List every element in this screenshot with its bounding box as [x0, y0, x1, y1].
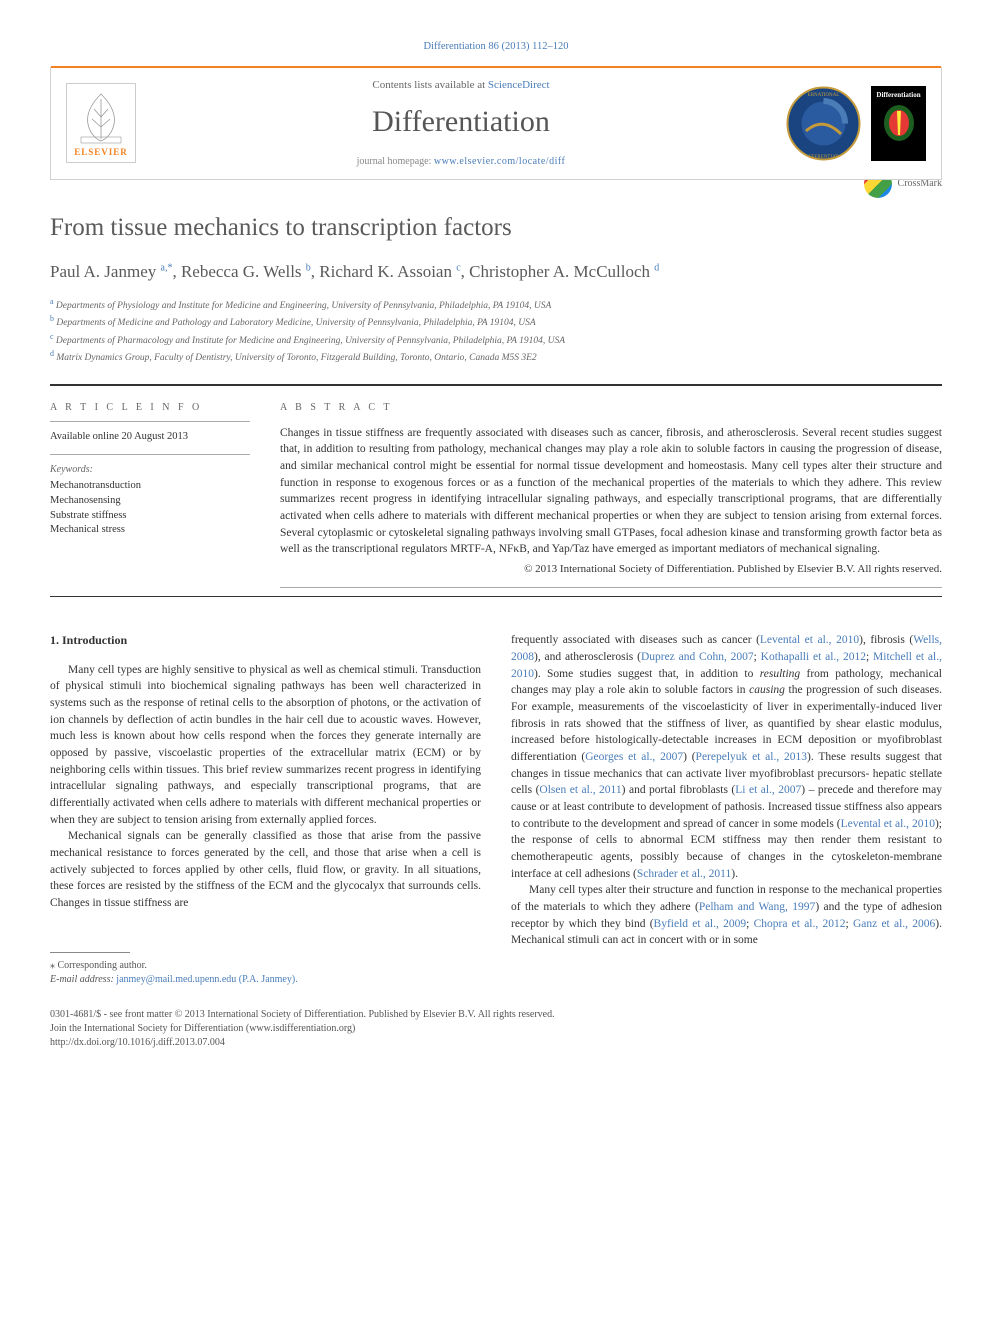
- affiliation-d: d Matrix Dynamics Group, Faculty of Dent…: [50, 348, 942, 365]
- journal-homepage-link[interactable]: www.elsevier.com/locate/diff: [434, 156, 565, 167]
- journal-title: Differentiation: [136, 101, 786, 143]
- column-right: frequently associated with diseases such…: [511, 632, 942, 987]
- ref-pelham-1997[interactable]: Pelham and Wang, 1997: [699, 901, 815, 913]
- affiliation-a: a Departments of Physiology and Institut…: [50, 296, 942, 313]
- author-1-corr[interactable]: *: [167, 262, 172, 273]
- author-1: Paul A. Janmey: [50, 262, 156, 281]
- ref-byfield-2009[interactable]: Byfield et al., 2009: [654, 918, 747, 930]
- intro-para-1: Many cell types are highly sensitive to …: [50, 662, 481, 829]
- ref-levental-2010b[interactable]: Levental et al., 2010: [841, 818, 935, 830]
- intro-para-2: Mechanical signals can be generally clas…: [50, 828, 481, 911]
- email-line: E-mail address: janmey@mail.med.upenn.ed…: [50, 973, 481, 988]
- ref-schrader-2011[interactable]: Schrader et al., 2011: [637, 868, 731, 880]
- footer-copyright: 0301-4681/$ - see front matter © 2013 In…: [50, 1008, 942, 1022]
- elsevier-tree-icon: [76, 89, 126, 144]
- rule-below-abstract: [50, 596, 942, 597]
- column-left: 1. Introduction Many cell types are high…: [50, 632, 481, 987]
- affiliation-c: c Departments of Pharmacology and Instit…: [50, 331, 942, 348]
- abstract-text: Changes in tissue stiffness are frequent…: [280, 425, 942, 558]
- rule-above-abstract: [50, 384, 942, 386]
- abstract-heading: A B S T R A C T: [280, 401, 942, 415]
- author-4: Christopher A. McCulloch: [469, 262, 650, 281]
- abstract-col: A B S T R A C T Changes in tissue stiffn…: [280, 401, 942, 597]
- cover-title: Differentiation: [876, 91, 920, 101]
- society-logo: ERNATIONAL FFERENTIAT: [786, 86, 861, 161]
- footer-isd: Join the International Society for Diffe…: [50, 1022, 942, 1036]
- elsevier-logo: ELSEVIER: [66, 83, 136, 163]
- journal-cover-thumbnail: Differentiation: [871, 86, 926, 161]
- footer-block: 0301-4681/$ - see front matter © 2013 In…: [50, 1008, 942, 1050]
- contents-available-line: Contents lists available at ScienceDirec…: [136, 78, 786, 93]
- footnotes-block: ⁎ Corresponding author. E-mail address: …: [50, 952, 481, 988]
- ref-georges-2007[interactable]: Georges et al., 2007: [585, 751, 683, 763]
- contents-prefix: Contents lists available at: [372, 79, 487, 91]
- keywords-label: Keywords:: [50, 463, 250, 477]
- email-label: E-mail address:: [50, 974, 116, 985]
- article-info-heading: A R T I C L E I N F O: [50, 401, 250, 415]
- col2-text-1: frequently associated with diseases such…: [511, 634, 760, 646]
- header-center: Contents lists available at ScienceDirec…: [136, 78, 786, 169]
- author-3: Richard K. Assoian: [319, 262, 452, 281]
- corresponding-author-note: ⁎ Corresponding author.: [50, 959, 481, 974]
- footnote-rule: [50, 952, 130, 953]
- elsevier-label: ELSEVIER: [74, 146, 128, 159]
- keyword-4: Mechanical stress: [50, 523, 250, 538]
- svg-text:ERNATIONAL: ERNATIONAL: [808, 93, 840, 98]
- abstract-copyright: © 2013 International Society of Differen…: [280, 562, 942, 577]
- affiliation-b: b Departments of Medicine and Pathology …: [50, 313, 942, 330]
- cover-art-icon: [879, 101, 919, 146]
- svg-text:FFERENTIAT: FFERENTIAT: [809, 155, 838, 160]
- ref-chopra-2012[interactable]: Chopra et al., 2012: [754, 918, 846, 930]
- section-1-heading: 1. Introduction: [50, 632, 481, 649]
- homepage-line: journal homepage: www.elsevier.com/locat…: [136, 155, 786, 169]
- ref-ganz-2006[interactable]: Ganz et al., 2006: [853, 918, 935, 930]
- body-two-column: 1. Introduction Many cell types are high…: [50, 632, 942, 987]
- keyword-1: Mechanotransduction: [50, 479, 250, 494]
- sciencedirect-link[interactable]: ScienceDirect: [488, 79, 550, 91]
- citation-header: Differentiation 86 (2013) 112–120: [50, 40, 942, 55]
- intro-para-2-cont: frequently associated with diseases such…: [511, 632, 942, 882]
- article-info-col: A R T I C L E I N F O Available online 2…: [50, 401, 250, 597]
- author-2: Rebecca G. Wells: [181, 262, 302, 281]
- keyword-2: Mechanosensing: [50, 494, 250, 509]
- corresponding-email-link[interactable]: janmey@mail.med.upenn.edu (P.A. Janmey).: [116, 974, 297, 985]
- footer-doi: http://dx.doi.org/10.1016/j.diff.2013.07…: [50, 1036, 942, 1050]
- ref-kothapalli-2012[interactable]: Kothapalli et al., 2012: [761, 651, 866, 663]
- ref-duprez-2007[interactable]: Duprez and Cohn, 2007: [641, 651, 754, 663]
- author-4-affil[interactable]: d: [654, 262, 659, 273]
- article-title: From tissue mechanics to transcription f…: [50, 210, 942, 245]
- affiliations-block: a Departments of Physiology and Institut…: [50, 296, 942, 366]
- intro-para-3: Many cell types alter their structure an…: [511, 882, 942, 949]
- journal-header-box: ELSEVIER Contents lists available at Sci…: [50, 67, 942, 180]
- author-2-affil[interactable]: b: [306, 262, 311, 273]
- keyword-3: Substrate stiffness: [50, 509, 250, 524]
- available-online-date: Available online 20 August 2013: [50, 430, 250, 445]
- ref-perepelyuk-2013[interactable]: Perepelyuk et al., 2013: [696, 751, 808, 763]
- ref-levental-2010[interactable]: Levental et al., 2010: [760, 634, 859, 646]
- author-3-affil[interactable]: c: [456, 262, 460, 273]
- ref-olsen-2011[interactable]: Olsen et al., 2011: [539, 784, 621, 796]
- author-list: Paul A. Janmey a,*, Rebecca G. Wells b, …: [50, 260, 942, 284]
- info-abstract-row: A R T I C L E I N F O Available online 2…: [50, 401, 942, 597]
- homepage-prefix: journal homepage:: [357, 156, 434, 167]
- ref-li-2007[interactable]: Li et al., 2007: [735, 784, 801, 796]
